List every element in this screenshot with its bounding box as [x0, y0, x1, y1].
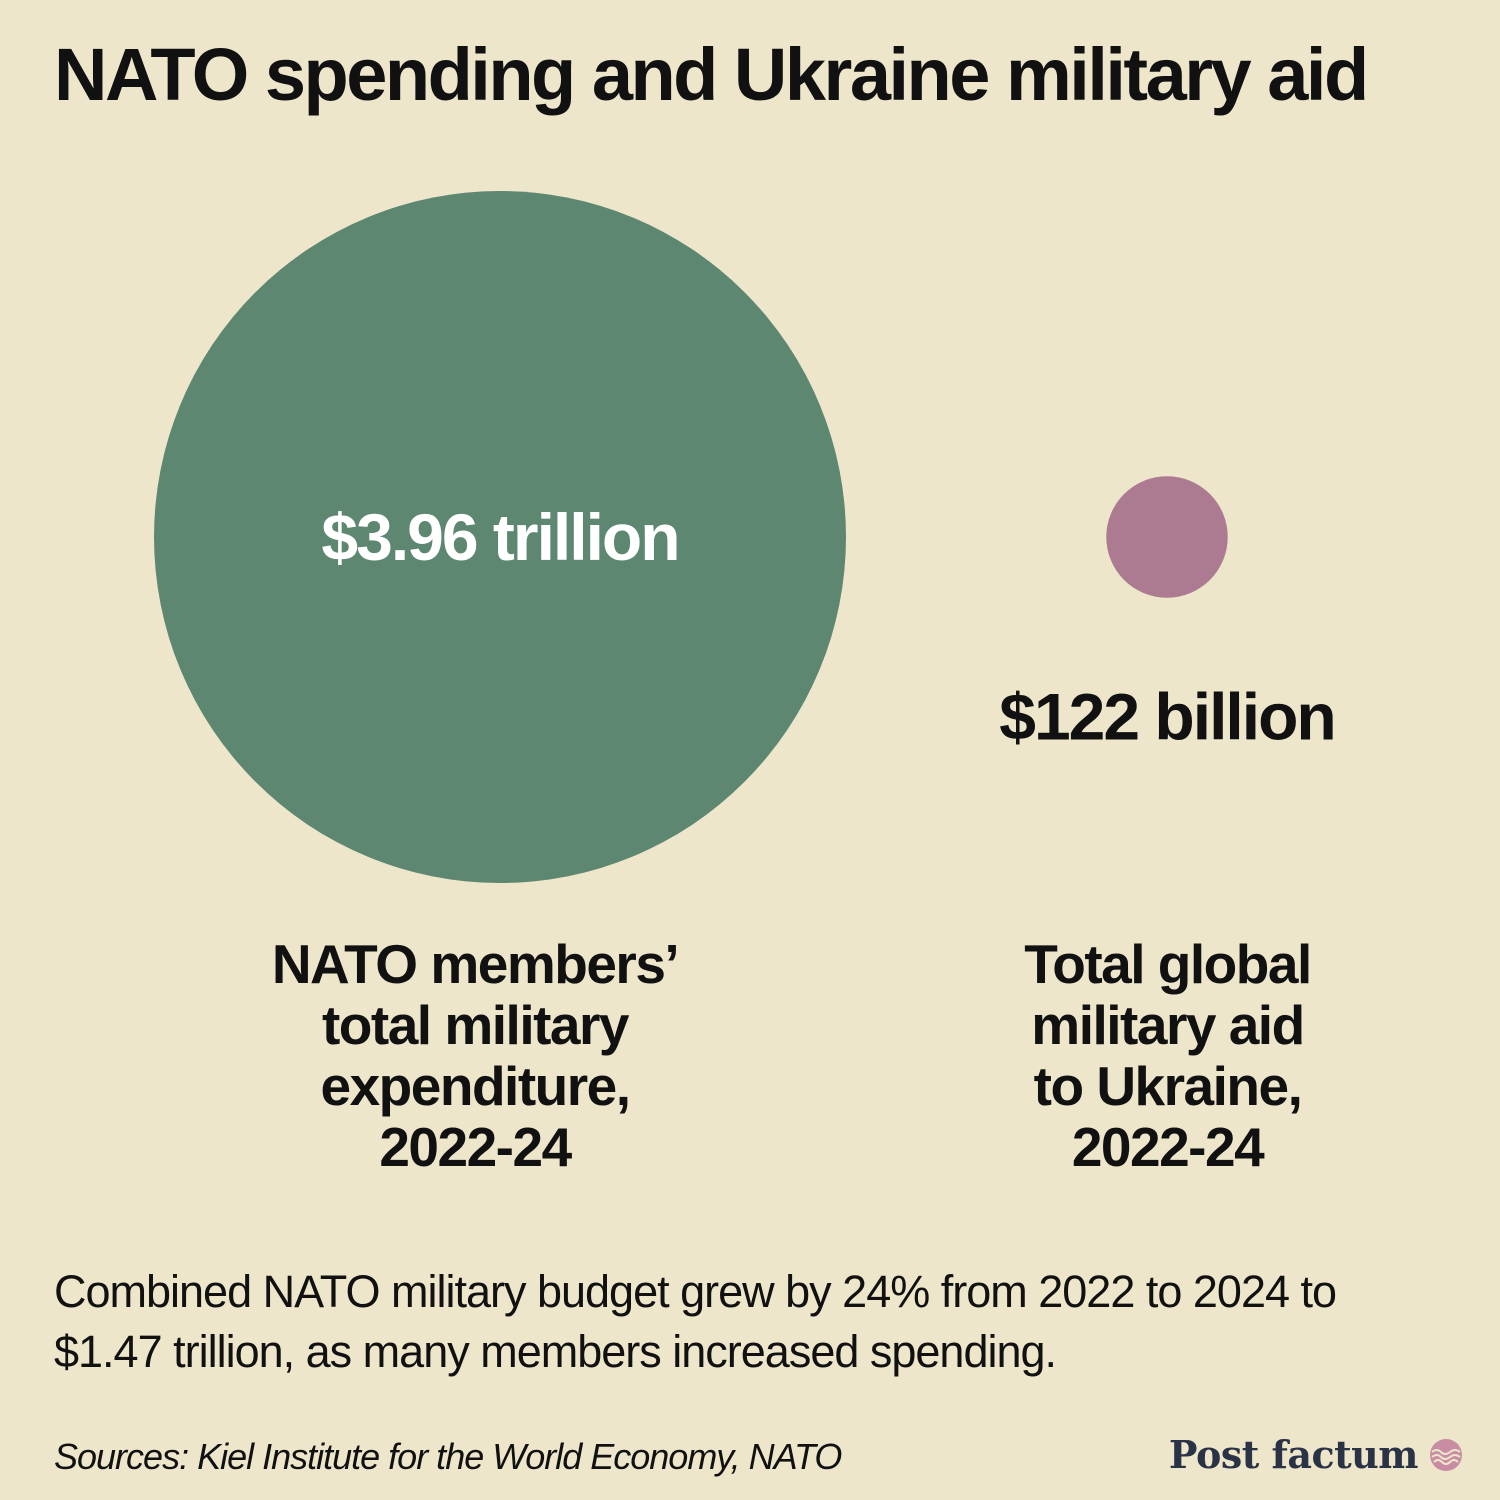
bubble-1 [1106, 476, 1228, 598]
bubble-value-label-1: $122 billion [999, 680, 1334, 754]
brand: Post factum [1169, 1432, 1464, 1477]
bubble-caption-ukraine: Total global military aid to Ukraine, 20… [1024, 933, 1312, 1178]
wave-logo-icon [1430, 1438, 1462, 1471]
footnote: Combined NATO military budget grew by 24… [54, 1266, 1337, 1377]
sources: Sources: Kiel Institute for the World Ec… [54, 1436, 842, 1477]
brand-name: Post factum [1168, 1432, 1419, 1477]
bubble-0 [154, 191, 846, 883]
bubble-value-label-0: $3.96 trillion [321, 500, 678, 574]
bubble-caption-nato: NATO members’ total military expenditure… [271, 933, 680, 1178]
chart-title: NATO spending and Ukraine military aid [54, 33, 1369, 116]
